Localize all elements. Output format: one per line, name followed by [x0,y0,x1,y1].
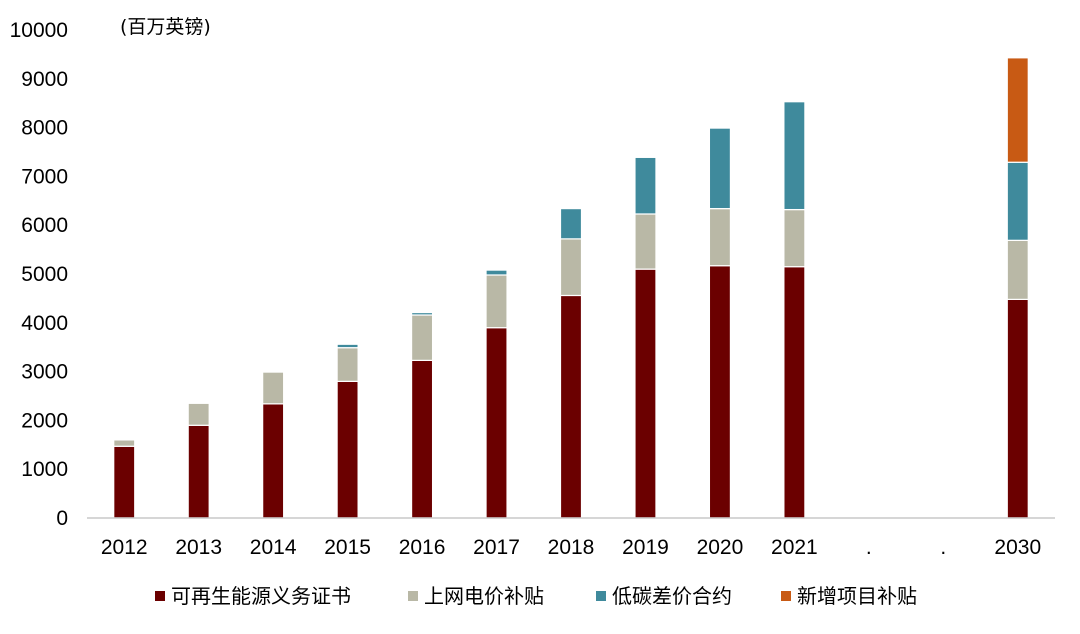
bar-segment-2016-series-2 [410,311,434,316]
bar-segment-2013-series-0 [187,424,210,519]
x-axis-ticks: 2012 2013 2014 2015 2016 2017 2018 2019 2020 2021… [101,536,1041,559]
legend-label: 可再生能源义务证书 [171,584,351,608]
y-tick-label: 4000 [21,312,68,335]
bar-segment-2018-series-2 [559,208,583,240]
bar-segment-2016-series-0 [410,359,434,519]
bar-segment-2015-series-0 [336,380,359,519]
bar-segment-2017-series-1 [485,274,508,329]
bar-segment-2017-series-0 [485,327,508,519]
bar-segment-2021-series-1 [783,208,806,268]
legend-swatch [408,591,418,601]
legend-swatch [596,591,606,601]
x-tick-label: 2012 [101,536,148,559]
y-tick-label: 6000 [21,214,68,237]
y-tick-label: 9000 [21,68,68,91]
y-tick-label: 0 [56,507,68,530]
bar-segment-2016-series-1 [410,314,434,361]
bar-segment-2014-series-0 [262,403,285,519]
legend-swatch [155,591,165,601]
x-tick-label: 2015 [324,536,371,559]
x-tick-label: 2014 [250,536,297,559]
x-tick-label: 2021 [771,536,818,559]
legend-label: 低碳差价合约 [612,584,732,608]
bar-segment-2015-series-1 [336,347,359,382]
bar-segment-2019-series-2 [634,156,657,215]
y-tick-label: 2000 [21,409,68,432]
x-tick-label: 2017 [473,536,520,559]
legend-swatch [781,591,791,601]
bar-segment-2012-series-1 [113,439,136,447]
bar-segment-2012-series-0 [113,445,136,519]
bar-segment-2020-series-1 [708,208,732,267]
bars [113,57,1029,519]
y-tick-label: 1000 [21,458,68,481]
y-axis-ticks: 0 1000 2000 3000 4000 5000 6000 7000 8000 9000 100… [10,19,68,530]
y-tick-label: 5000 [21,263,68,286]
x-tick-label: 2018 [548,536,595,559]
bar-segment-2018-series-0 [559,294,583,519]
y-tick-label: 7000 [21,165,68,188]
bar-segment-2021-series-0 [783,266,806,519]
bar-segment-2015-series-2 [336,343,359,349]
bar-segment-2017-series-2 [485,269,508,276]
bar-segment-2020-series-2 [708,127,732,210]
legend-label: 上网电价补贴 [424,584,544,608]
x-tick-label: 2016 [399,536,446,559]
y-tick-label: 3000 [21,361,68,384]
bar-segment-2014-series-1 [262,371,285,405]
bar-segment-2030-series-0 [1006,298,1029,519]
bar-segment-2030-series-2 [1006,161,1029,241]
y-tick-label: 10000 [10,19,68,42]
legend-label: 新增项目补贴 [797,584,917,608]
x-tick-label: 2020 [697,536,744,559]
bar-segment-2021-series-2 [783,101,806,211]
y-tick-label: 8000 [21,117,68,140]
x-tick-label: 2030 [994,536,1041,559]
bar-segment-2018-series-1 [559,238,583,297]
bar-segment-2013-series-1 [187,402,210,426]
legend: 可再生能源义务证书 上网电价补贴 低碳差价合约 新增项目补贴 [155,584,917,608]
bar-segment-2030-series-1 [1006,239,1029,300]
bar-segment-2019-series-0 [634,268,657,519]
unit-label: (百万英镑) [120,16,211,38]
bar-segment-2030-series-3 [1006,57,1029,163]
x-tick-label: 2013 [175,536,222,559]
x-tick-label: 2019 [622,536,669,559]
x-tick-label: . [866,536,872,559]
bar-segment-2020-series-0 [708,265,732,519]
x-tick-label: . [940,536,946,559]
bar-segment-2019-series-1 [634,213,657,270]
